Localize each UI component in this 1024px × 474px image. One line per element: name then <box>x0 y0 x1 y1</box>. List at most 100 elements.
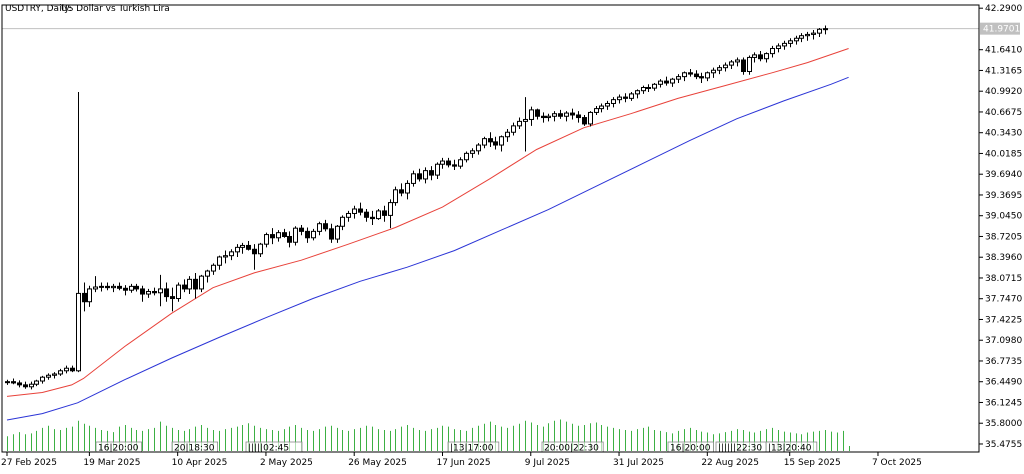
x-tick-label: 2 May 2025 <box>260 458 313 468</box>
candle <box>629 91 634 101</box>
bear-candle-body <box>493 141 498 146</box>
bull-candle-body <box>611 99 616 104</box>
bull-candle-body <box>34 380 39 385</box>
y-tick-label: 38.7205 <box>985 232 1022 242</box>
bull-candle-body <box>682 72 687 78</box>
candle <box>258 242 263 257</box>
session-marker-label: 20:00|22:30 <box>544 444 599 454</box>
bull-candle-body <box>311 230 316 239</box>
bull-candle-body <box>658 80 663 85</box>
bull-candle-body <box>87 288 92 303</box>
bull-candle-body <box>711 69 716 74</box>
candle <box>676 74 681 84</box>
y-tick-label: 42.2900 <box>985 4 1022 14</box>
candle <box>111 283 116 293</box>
bull-candle-body <box>641 86 646 92</box>
bear-candle-body <box>140 288 145 295</box>
candle <box>393 186 398 206</box>
candle <box>588 111 593 127</box>
bull-candle-body <box>388 202 393 216</box>
bull-candle-body <box>782 42 787 47</box>
bull-candle-body <box>229 251 234 257</box>
candle <box>694 70 699 80</box>
chart-frame <box>1 4 980 453</box>
bear-candle-body <box>11 381 16 384</box>
candle <box>270 228 275 245</box>
bull-candle-body <box>435 163 440 176</box>
candle <box>140 285 145 302</box>
bear-candle-body <box>364 211 369 218</box>
candle <box>217 255 222 270</box>
bull-candle-body <box>276 232 281 239</box>
y-tick-label: 37.4225 <box>985 315 1022 325</box>
candle <box>299 224 304 236</box>
bear-candle-body <box>246 244 251 250</box>
y-tick-label: 37.0980 <box>985 336 1022 346</box>
time-axis[interactable]: 27 Feb 2025 19 Mar 2025 10 Apr 2025 2 May 2… <box>1 452 922 468</box>
candle <box>176 282 181 302</box>
candle <box>11 378 16 385</box>
candle <box>64 365 69 374</box>
bear-candle-body <box>558 113 563 117</box>
candle <box>611 97 616 108</box>
y-tick-label: 35.8000 <box>985 419 1022 429</box>
bull-candle-body <box>482 138 487 146</box>
candle <box>446 157 451 168</box>
candle <box>711 67 716 78</box>
bull-candle-body <box>335 225 340 240</box>
candle <box>805 31 810 41</box>
bear-candle-body <box>23 384 28 388</box>
candle <box>40 375 45 384</box>
current-price-tag-bg <box>980 22 1020 35</box>
x-tick-label: 27 Feb 2025 <box>1 458 57 468</box>
bear-candle-body <box>646 86 651 89</box>
bull-candle-body <box>788 40 793 44</box>
candle <box>570 108 575 120</box>
candle <box>664 76 669 86</box>
bull-candle-body <box>588 111 593 125</box>
bear-candle-body <box>105 285 110 289</box>
price-axis[interactable]: 42.2900 41.6410 41.3165 40.9920 40.6675 40.34… <box>979 4 1022 450</box>
y-tick-label: 39.6940 <box>985 170 1022 180</box>
candle <box>405 180 410 200</box>
candle <box>817 28 822 37</box>
candle <box>505 129 510 142</box>
bull-candle-body <box>764 53 769 60</box>
x-tick-label: 31 Jul 2025 <box>613 458 664 468</box>
candle <box>382 205 387 222</box>
candle <box>605 100 610 110</box>
bear-candle-body <box>252 248 257 255</box>
candle <box>635 89 640 99</box>
y-tick-label: 41.6410 <box>985 46 1022 56</box>
x-tick-label: 9 Jul 2025 <box>525 458 570 468</box>
y-tick-label: 38.0715 <box>985 274 1022 284</box>
bear-candle-body <box>399 189 404 194</box>
bull-candle-body <box>176 284 181 300</box>
bear-candle-body <box>323 223 328 230</box>
bull-candle-body <box>29 383 34 388</box>
candle <box>617 94 622 104</box>
candle <box>123 285 128 296</box>
candle <box>287 231 292 248</box>
x-tick-label: 10 Apr 2025 <box>172 458 228 468</box>
bull-candle-body <box>670 78 675 84</box>
bull-candle-body <box>470 150 475 154</box>
candle <box>323 219 328 232</box>
candle <box>452 159 457 170</box>
candle <box>187 276 192 295</box>
candle <box>340 215 345 231</box>
bear-candle-body <box>488 138 493 143</box>
candle <box>552 111 557 122</box>
candle <box>758 51 763 62</box>
candle <box>246 240 251 251</box>
candle <box>358 202 363 216</box>
y-tick-label: 40.6675 <box>985 108 1022 118</box>
candle <box>705 71 710 82</box>
bull-candle-body <box>293 227 298 243</box>
bull-candle-body <box>146 290 151 295</box>
bull-candle-body <box>5 381 10 384</box>
bull-candle-body <box>52 373 57 376</box>
